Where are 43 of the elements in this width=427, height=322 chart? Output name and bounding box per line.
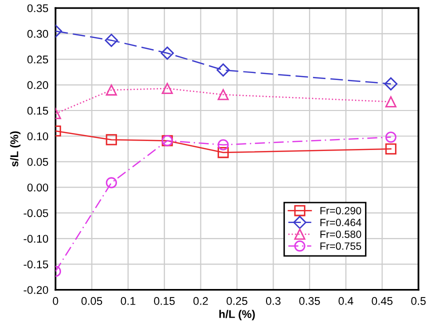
- legend-label: Fr=0.290: [320, 207, 362, 214]
- point: [385, 96, 396, 108]
- x-tick-label: 0.2: [193, 297, 208, 305]
- point: [106, 134, 117, 146]
- x-axis-title: h/L (%): [219, 310, 255, 320]
- point: [384, 77, 398, 90]
- y-tick-label: 0.20: [27, 81, 48, 90]
- point: [385, 132, 396, 143]
- y-axis-title: s/L (%): [10, 131, 20, 167]
- point: [218, 146, 229, 158]
- x-tick-label: 0.3: [266, 297, 281, 305]
- point: [385, 143, 396, 154]
- point: [216, 63, 230, 77]
- legend-label: Fr=0.580: [320, 230, 362, 238]
- y-tick-label: 0.05: [27, 158, 48, 166]
- point: [104, 34, 118, 47]
- y-tick-label: 0.30: [27, 30, 48, 38]
- x-tick-label: 0.15: [154, 297, 175, 305]
- point: [218, 89, 229, 100]
- y-tick-label: -0.10: [24, 234, 48, 243]
- x-tick-label: 0.1: [120, 297, 136, 305]
- y-tick-label: 0.25: [27, 56, 48, 64]
- x-tick-label: 0.45: [372, 297, 393, 305]
- legend-label: Fr=0.464: [320, 218, 362, 226]
- y-tick-label: 0.35: [27, 4, 48, 12]
- y-tick-label: 0.10: [27, 132, 48, 140]
- point: [218, 139, 229, 150]
- x-tick-label: 0: [52, 297, 58, 305]
- y-tick-label: 0.15: [27, 106, 48, 115]
- y-tick-label: -0.05: [24, 209, 48, 218]
- y-tick-label: -0.20: [24, 286, 48, 294]
- x-tick-label: 0.25: [226, 297, 248, 305]
- x-tick-label: 0.4: [338, 297, 354, 305]
- y-tick-label: -0.15: [24, 260, 48, 268]
- point: [106, 177, 117, 188]
- x-tick-label: 0.35: [299, 297, 320, 305]
- point: [160, 46, 174, 60]
- point: [162, 82, 173, 94]
- legend-label: Fr=0.755: [320, 242, 362, 250]
- x-tick-label: 0.5: [411, 297, 426, 305]
- y-tick-label: 0.00: [27, 184, 48, 192]
- x-tick-label: 0.05: [81, 297, 102, 305]
- point: [106, 84, 117, 96]
